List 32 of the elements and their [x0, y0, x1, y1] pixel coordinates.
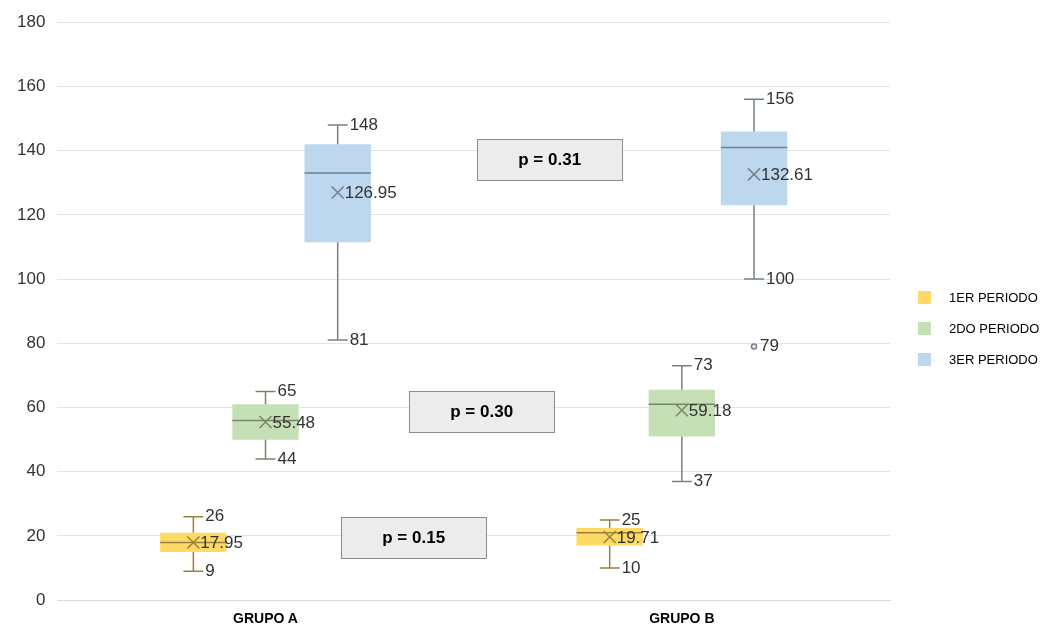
annotation: 26 [205, 506, 225, 526]
annotation: 55.48 [272, 412, 316, 432]
annotation: 81 [349, 329, 369, 349]
annotation: 73 [693, 355, 713, 375]
y-tick-label: 120 [16, 204, 46, 224]
x-tick-label: GRUPO B [649, 610, 715, 627]
y-tick-label: 0 [35, 589, 46, 609]
y-tick-label: 80 [26, 333, 46, 352]
y-tick-label: 140 [16, 140, 46, 160]
annotation: 156 [765, 88, 795, 108]
y-tick-label: 180 [16, 11, 46, 31]
y-tick-label: 100 [16, 268, 46, 288]
annotation: 25 [621, 509, 641, 529]
annotation: 132.61 [761, 165, 813, 185]
y-tick-label: 20 [26, 525, 46, 545]
legend-label: 2DO PERIODO [949, 321, 1040, 336]
annotation: 100 [765, 268, 795, 288]
y-tick-label: 40 [26, 461, 46, 481]
annotation: 65 [277, 381, 297, 401]
y-tick-label: 160 [16, 76, 46, 96]
legend-label: 1ER PERIODO [949, 290, 1038, 305]
annotation: 126.95 [344, 183, 397, 203]
annotation: 37 [693, 471, 713, 491]
annotation: 9 [205, 560, 215, 580]
annotation: 79 [760, 336, 779, 356]
x-tick-label: GRUPO A [233, 610, 298, 627]
annotation: 44 [277, 448, 297, 468]
annotation: 59.18 [688, 400, 732, 420]
y-tick-label: 60 [26, 397, 46, 417]
annotation: 148 [349, 114, 379, 134]
annotation: 10 [621, 557, 641, 577]
legend-label: 3ER PERIODO [949, 352, 1038, 367]
